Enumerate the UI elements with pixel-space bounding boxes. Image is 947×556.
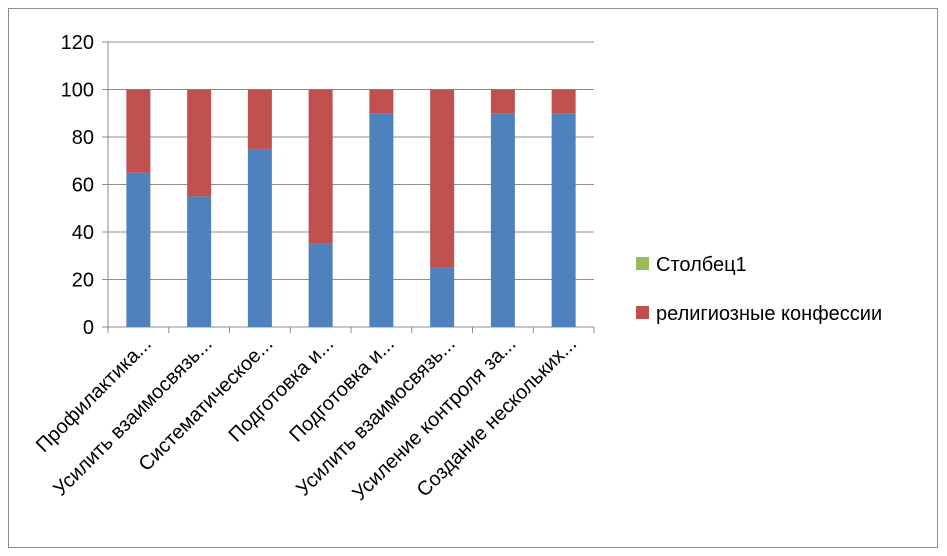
category-label: Подготовка и... bbox=[285, 333, 399, 447]
category-label: Профилактика... bbox=[32, 333, 156, 457]
bar-series1-cat0 bbox=[126, 89, 151, 173]
bar-series1-cat7 bbox=[551, 89, 576, 114]
y-tick-label: 80 bbox=[72, 127, 94, 149]
bar-series0-cat6 bbox=[490, 113, 515, 327]
bar-series0-cat7 bbox=[551, 113, 576, 327]
y-tick-label: 20 bbox=[72, 270, 94, 292]
bar-series1-cat3 bbox=[308, 89, 333, 244]
legend-swatch-1 bbox=[636, 306, 649, 319]
y-tick-label: 100 bbox=[61, 80, 94, 102]
y-tick-label: 40 bbox=[72, 222, 94, 244]
bar-series1-cat2 bbox=[247, 89, 272, 149]
bar-series0-cat1 bbox=[187, 196, 212, 327]
y-tick-label: 120 bbox=[61, 32, 94, 54]
y-tick-label: 0 bbox=[83, 317, 94, 339]
bar-series0-cat4 bbox=[369, 113, 394, 327]
bar-series1-cat1 bbox=[187, 89, 212, 197]
legend-label: Столбец1 bbox=[656, 254, 747, 276]
bar-series0-cat0 bbox=[126, 172, 151, 327]
bar-series1-cat6 bbox=[490, 89, 515, 114]
legend-label: религиозные конфессии bbox=[656, 303, 882, 325]
chart-frame bbox=[8, 8, 938, 548]
bar-series0-cat2 bbox=[247, 148, 272, 327]
bar-series1-cat5 bbox=[430, 89, 455, 268]
category-label: Подготовка и... bbox=[225, 333, 339, 447]
bar-series0-cat5 bbox=[430, 267, 455, 327]
y-tick-label: 60 bbox=[72, 175, 94, 197]
legend-swatch-0 bbox=[636, 257, 649, 270]
bar-series1-cat4 bbox=[369, 89, 394, 114]
bar-series0-cat3 bbox=[308, 243, 333, 327]
